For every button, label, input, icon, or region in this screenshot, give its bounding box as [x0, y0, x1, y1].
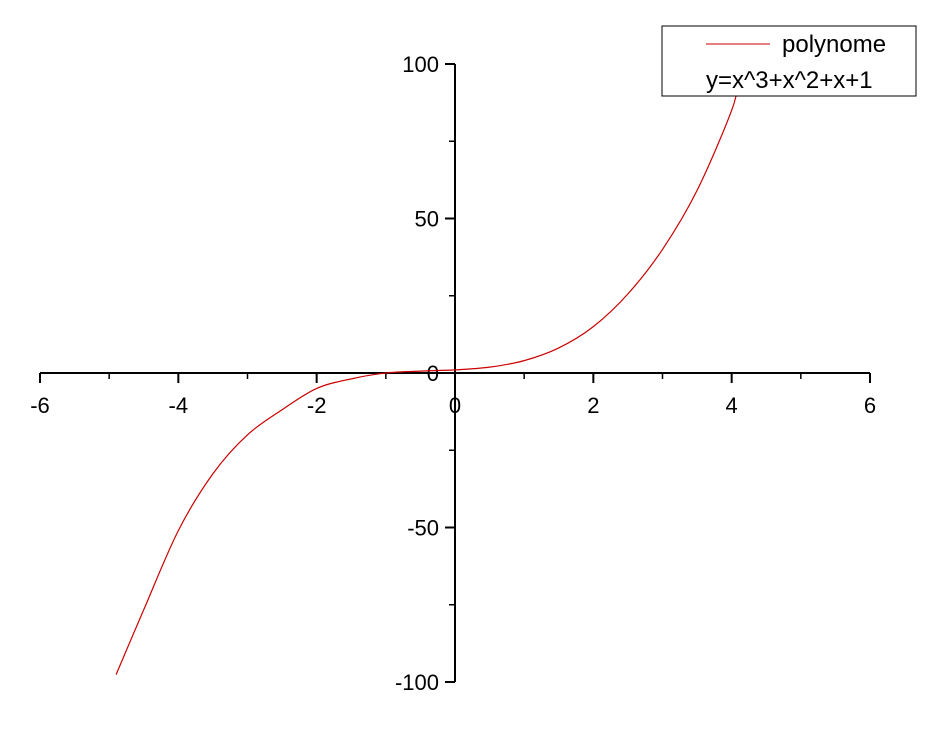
x-tick-label: 2 [587, 393, 599, 418]
y-tick-label: 0 [427, 361, 439, 386]
series-line-polynome [115, 79, 740, 675]
y-tick-label: -50 [407, 516, 439, 541]
x-tick-label: 0 [449, 393, 461, 418]
x-tick-label: -4 [169, 393, 189, 418]
x-tick-label: 4 [726, 393, 738, 418]
y-tick-label: 50 [415, 207, 439, 232]
x-tick-label: -6 [30, 393, 50, 418]
x-tick-label: -2 [307, 393, 327, 418]
legend: polynome y=x^3+x^2+x+1 [661, 25, 917, 97]
legend-series-name: polynome [782, 31, 886, 58]
x-tick-label: 6 [864, 393, 876, 418]
y-tick-label: -100 [395, 670, 439, 695]
curve-layer [115, 79, 740, 675]
axes: -6 -4 -2 0 2 4 6 -100 -50 0 50 100 [30, 52, 876, 695]
y-tick-label: 100 [402, 52, 439, 77]
legend-box [661, 25, 917, 97]
legend-formula: y=x^3+x^2+x+1 [706, 67, 873, 94]
